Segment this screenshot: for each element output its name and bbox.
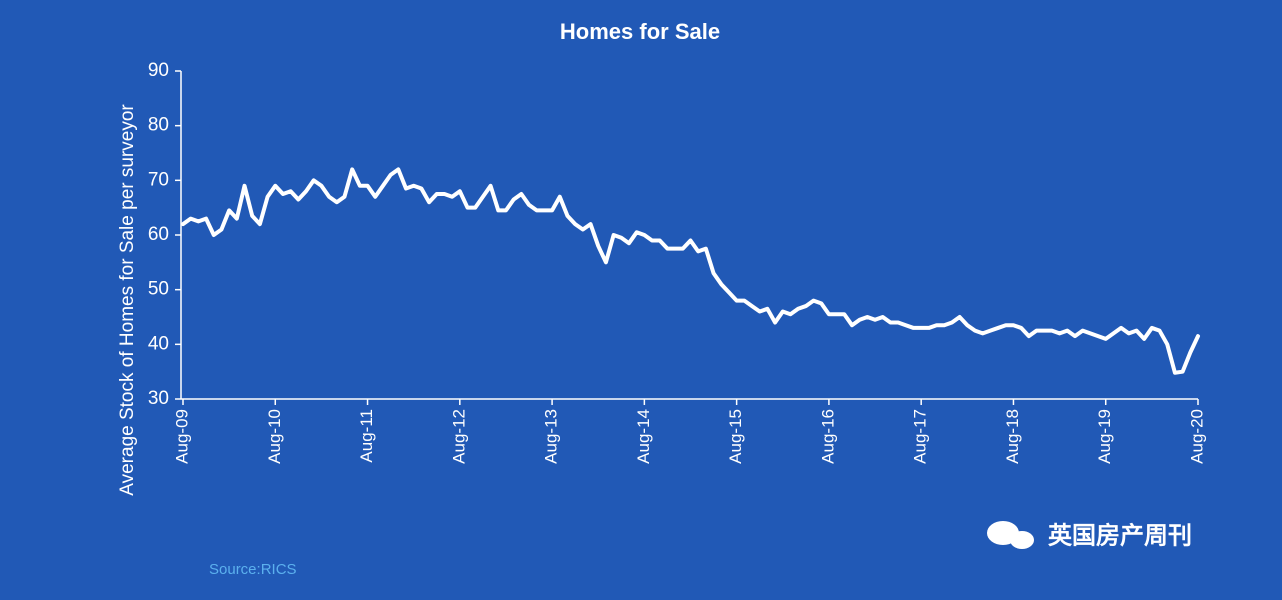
x-tick-label: Aug-18: [1003, 409, 1022, 464]
x-tick-label: Aug-16: [818, 409, 837, 464]
x-tick-label: Aug-11: [357, 409, 376, 463]
x-tick-label: Aug-14: [634, 409, 653, 464]
x-tick-label: Aug-12: [449, 409, 468, 464]
y-tick-label: 90: [148, 60, 169, 81]
y-tick-label: 50: [148, 279, 169, 300]
y-axis-label: Average Stock of Homes for Sale per surv…: [117, 104, 138, 496]
watermark-icon: [987, 521, 1034, 549]
x-tick-label: Aug-17: [911, 409, 930, 464]
x-tick-label: Aug-10: [265, 409, 284, 464]
x-tick-label: Aug-09: [172, 409, 191, 464]
y-tick-label: 30: [148, 388, 169, 409]
x-tick-label: Aug-13: [542, 409, 561, 464]
y-tick-label: 60: [148, 224, 169, 245]
y-tick-label: 70: [148, 169, 169, 190]
y-tick-label: 40: [148, 333, 169, 354]
source: Source:RICS: [209, 561, 297, 578]
x-tick-label: Aug-19: [1095, 409, 1114, 464]
line-series: [181, 167, 1200, 375]
watermark: 英国房产周刊: [1048, 521, 1192, 549]
chart-title: Homes for Sale: [560, 19, 720, 44]
y-tick-label: 80: [148, 115, 169, 136]
x-tick-label: Aug-20: [1187, 409, 1206, 464]
x-tick-label: Aug-15: [726, 409, 745, 464]
